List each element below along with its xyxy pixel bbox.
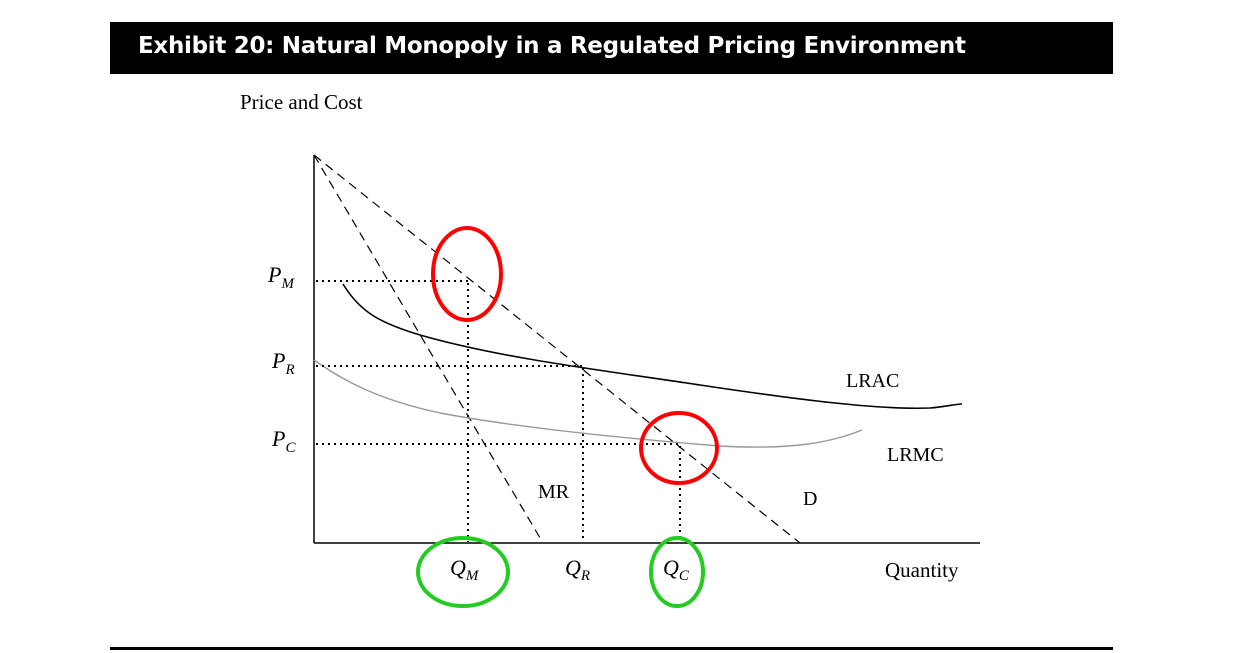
lrmc-curve (313, 359, 863, 448)
x-axis-label: Quantity (885, 558, 959, 582)
demand-label: D (803, 488, 817, 510)
pm-highlight-circle (431, 226, 503, 322)
price-label-pr: PR (271, 348, 295, 378)
price-label-pc: PC (271, 426, 296, 456)
bottom-rule (110, 647, 1113, 650)
quantity-label-qr: QR (565, 555, 590, 584)
qm-highlight-circle (416, 536, 510, 608)
mr-label: MR (538, 481, 570, 503)
price-label-pm: PM (267, 262, 295, 292)
exhibit-banner: Exhibit 20: Natural Monopoly in a Regula… (110, 22, 1113, 74)
quantity-label-qm: QM (450, 555, 480, 584)
lrac-curve (342, 283, 963, 410)
lrac-label: LRAC (846, 370, 899, 392)
demand-curve (313, 154, 801, 544)
marginal-revenue-curve (313, 154, 544, 544)
exhibit-title: Exhibit 20: Natural Monopoly in a Regula… (138, 33, 966, 59)
quantity-label-qc: QC (663, 555, 690, 584)
y-axis-label: Price and Cost (240, 90, 363, 114)
lrmc-label: LRMC (887, 444, 944, 466)
pc-highlight-circle (639, 411, 719, 485)
qc-highlight-circle (649, 536, 705, 608)
